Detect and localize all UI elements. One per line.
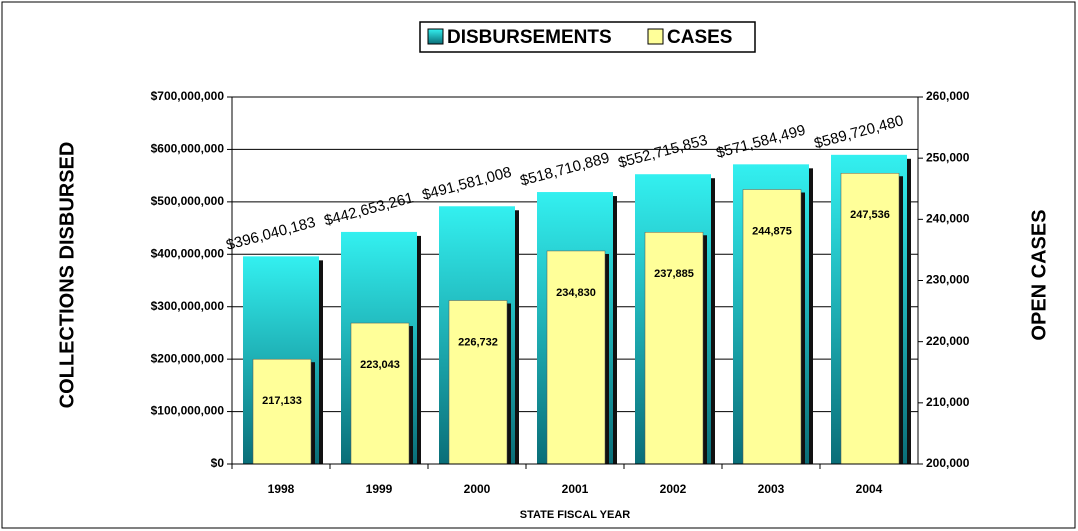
- y-tick-label: $0: [211, 456, 225, 470]
- legend-label: DISBURSEMENTS: [447, 27, 612, 48]
- x-axis-title: STATE FISCAL YEAR: [520, 509, 630, 521]
- x-tick-label: 2000: [464, 482, 491, 496]
- x-tick-label: 2003: [758, 482, 785, 496]
- y2-tick-label: 220,000: [926, 334, 970, 348]
- x-tick-label: 1999: [366, 482, 393, 496]
- bar: [546, 250, 606, 465]
- x-tick-label: 2004: [856, 482, 883, 496]
- legend-label: CASES: [667, 27, 732, 48]
- y2-tick-label: 250,000: [926, 150, 970, 164]
- data-label: 237,885: [654, 268, 694, 280]
- bar: [448, 300, 508, 465]
- y2-tick-label: 260,000: [926, 89, 970, 103]
- legend-box: [419, 21, 756, 53]
- bar: [350, 322, 410, 465]
- bar: [252, 358, 312, 465]
- data-label: 234,830: [556, 287, 596, 299]
- y2-tick-label: 240,000: [926, 212, 970, 226]
- data-label: 247,536: [850, 209, 890, 221]
- bar: [742, 189, 802, 465]
- y-tick-label: $700,000,000: [151, 89, 225, 103]
- y-tick-label: $400,000,000: [151, 246, 225, 260]
- y-tick-label: $100,000,000: [151, 404, 225, 418]
- legend-swatch: [647, 28, 664, 45]
- y-axis-title: COLLECTIONS DISBURSED: [56, 142, 78, 409]
- bar: [644, 232, 704, 465]
- data-label: 217,133: [262, 395, 302, 407]
- y-tick-label: $500,000,000: [151, 194, 225, 208]
- data-label: 226,732: [458, 336, 498, 348]
- bar: [840, 172, 900, 465]
- y-tick-label: $600,000,000: [151, 142, 225, 156]
- x-tick-label: 1998: [268, 482, 295, 496]
- data-label: 223,043: [360, 359, 400, 371]
- y-tick-label: $200,000,000: [151, 351, 225, 365]
- y2-axis-title: OPEN CASES: [1028, 209, 1050, 340]
- legend-swatch: [427, 28, 444, 45]
- x-tick-label: 2002: [660, 482, 687, 496]
- y2-tick-label: 210,000: [926, 395, 970, 409]
- y2-tick-label: 230,000: [926, 273, 970, 287]
- data-label: 244,875: [752, 225, 792, 237]
- y-tick-label: $300,000,000: [151, 299, 225, 313]
- y2-tick-label: 200,000: [926, 456, 970, 470]
- x-tick-label: 2001: [562, 482, 589, 496]
